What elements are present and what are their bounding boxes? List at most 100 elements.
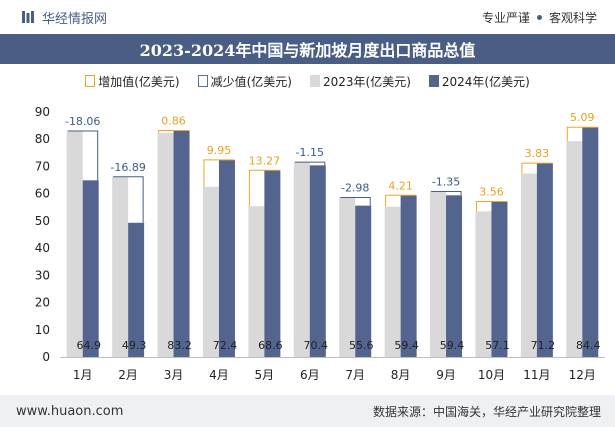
- value-label-2024-2: 49.3: [122, 339, 147, 352]
- slogan: 专业严谨 客观科学: [482, 9, 597, 26]
- change-bracket-12: [566, 126, 598, 142]
- value-label-2024-3: 83.2: [167, 339, 192, 352]
- change-bracket-1: [67, 130, 99, 181]
- x-tick-label-7: 7月: [345, 368, 365, 382]
- change-label-6: -1.15: [296, 146, 324, 159]
- legend-swatch-decrease: [197, 75, 208, 87]
- bar-2023-6: [293, 162, 310, 357]
- value-label-2024-12: 84.4: [576, 339, 601, 352]
- legend-item-2023: 2023年(亿美元): [309, 73, 411, 90]
- x-tick-label-4: 4月: [209, 368, 229, 382]
- bar-2023-9: [430, 191, 447, 357]
- value-label-2024-11: 71.2: [531, 339, 556, 352]
- value-label-2024-7: 55.6: [349, 339, 374, 352]
- change-bracket-8: [385, 194, 416, 207]
- legend-item-decrease: 减少值(亿美元): [197, 73, 292, 90]
- bar-2024-5: [264, 170, 281, 357]
- bar-2024-1: [82, 180, 99, 357]
- bar-2024-9: [446, 195, 463, 357]
- bar-2024-2: [128, 222, 145, 357]
- change-bracket-5: [248, 169, 280, 207]
- bar-2024-6: [309, 165, 326, 357]
- brand[interactable]: 华经情报网: [22, 8, 107, 27]
- change-bracket-3: [158, 130, 189, 133]
- y-tick-label-0: 0: [42, 350, 50, 364]
- footer: www.huaon.com 数据来源：中国海关，华经产业研究院整理: [0, 395, 615, 427]
- bar-2024-4: [218, 159, 235, 357]
- change-label-7: -2.98: [341, 181, 369, 194]
- y-tick-label-8: 80: [35, 132, 50, 146]
- x-tick-label-8: 8月: [391, 368, 411, 382]
- bar-chart: 0 10 20 30 40 50 60 70 80 90 -18.06 64.9 1月 -16.89 49.…: [35, 105, 605, 382]
- bar-2024-8: [400, 195, 417, 357]
- bar-2023-4: [202, 186, 219, 357]
- x-tick-label-3: 3月: [164, 368, 184, 382]
- brand-name: 华经情报网: [42, 11, 108, 27]
- bar-2024-11: [536, 163, 553, 357]
- bar-2023-1: [66, 131, 83, 357]
- slogan-right: 客观科学: [548, 10, 597, 25]
- bar-2024-12: [582, 127, 599, 357]
- bar-2023-8: [384, 206, 401, 357]
- change-label-4: 9.95: [207, 144, 232, 157]
- x-tick-label-5: 5月: [255, 368, 275, 382]
- chart-title: 2023-2024年中国与新加坡月度出口商品总值: [139, 41, 476, 60]
- value-label-2024-8: 59.4: [394, 339, 419, 352]
- y-tick-label-2: 20: [35, 296, 50, 310]
- top-bar: 华经情报网 专业严谨 客观科学: [0, 0, 615, 34]
- x-tick-label-11: 11月: [523, 368, 550, 382]
- change-bracket-9: [431, 190, 462, 196]
- x-tick-label-10: 10月: [478, 368, 505, 382]
- y-tick-label-5: 50: [35, 214, 50, 228]
- x-tick-label-1: 1月: [73, 368, 93, 382]
- website-link[interactable]: www.huaon.com: [16, 403, 124, 419]
- legend-label-2023: 2023年(亿美元): [322, 74, 411, 89]
- change-label-11: 3.83: [525, 147, 550, 160]
- change-label-10: 3.56: [479, 186, 504, 199]
- bar-2023-11: [520, 173, 537, 357]
- change-bracket-7: [340, 196, 371, 206]
- change-label-12: 5.09: [570, 111, 595, 124]
- legend-swatch-increase: [85, 75, 96, 87]
- x-tick-label-9: 9月: [436, 368, 456, 382]
- y-tick-label-9: 90: [35, 105, 50, 119]
- slogan-left: 专业严谨: [481, 10, 530, 25]
- bar-2024-3: [173, 130, 190, 357]
- change-label-8: 4.21: [388, 179, 413, 192]
- value-label-2024-9: 59.4: [440, 339, 465, 352]
- dot-icon: [536, 14, 542, 20]
- data-source: 数据来源：中国海关，华经产业研究院整理: [372, 404, 601, 419]
- bar-2023-7: [339, 197, 356, 357]
- legend-swatch-2024: [428, 75, 439, 87]
- change-bracket-4: [203, 159, 234, 187]
- logo-icon: [22, 11, 34, 23]
- x-tick-label-2: 2月: [118, 368, 138, 382]
- legend-item-2024: 2024年(亿美元): [428, 73, 530, 90]
- x-tick-label-12: 12月: [569, 368, 596, 382]
- change-bracket-2: [113, 176, 144, 223]
- legend-item-increase: 增加值(亿美元): [85, 73, 180, 90]
- change-label-3: 0.86: [161, 115, 186, 128]
- value-label-2024-6: 70.4: [304, 339, 329, 352]
- bar-2023-5: [248, 206, 265, 357]
- bar-2023-12: [566, 141, 583, 357]
- value-label-2024-4: 72.4: [213, 339, 238, 352]
- bar-2024-7: [355, 205, 372, 357]
- change-bracket-6: [294, 161, 326, 166]
- bar-2023-3: [157, 132, 174, 357]
- legend-label-increase: 增加值(亿美元): [98, 74, 180, 89]
- change-label-9: -1.35: [432, 175, 460, 188]
- change-bracket-10: [475, 201, 507, 212]
- change-label-1: -18.06: [65, 115, 100, 128]
- change-label-5: 13.27: [249, 154, 281, 167]
- change-label-2: -16.89: [110, 161, 145, 174]
- legend-label-2024: 2024年(亿美元): [441, 74, 530, 89]
- change-bracket-11: [521, 162, 552, 174]
- value-label-2024-10: 57.1: [485, 339, 510, 352]
- value-label-2024-1: 64.9: [76, 339, 101, 352]
- bar-2023-2: [112, 176, 129, 357]
- value-label-2024-5: 68.6: [258, 339, 283, 352]
- y-tick-label-7: 70: [35, 159, 50, 173]
- bar-2024-10: [491, 201, 508, 357]
- legend-swatch-2023: [309, 75, 320, 87]
